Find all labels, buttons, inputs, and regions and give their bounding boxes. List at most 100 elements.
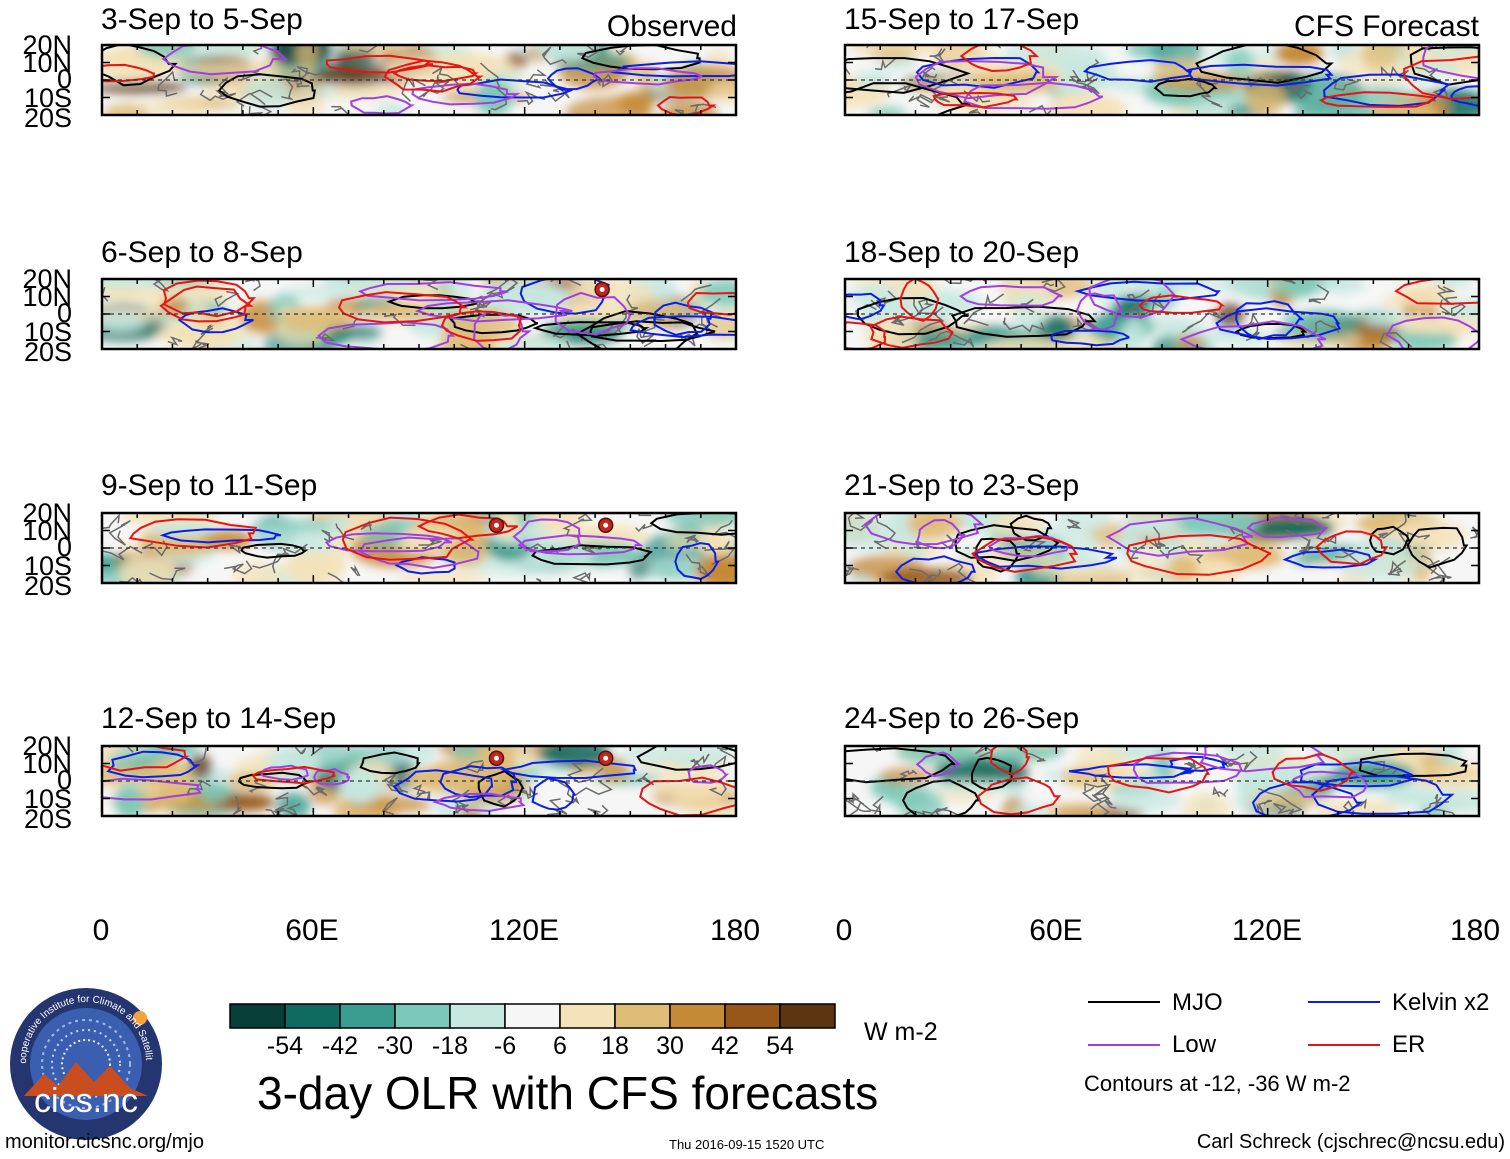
- ytick-label: 10N: [22, 281, 72, 312]
- colorbar-box: [504, 1003, 561, 1029]
- ticks: [101, 44, 737, 116]
- xtick-fcst-120e: 120E: [1231, 914, 1303, 947]
- ytick-label: 20N: [22, 498, 72, 528]
- contour-kelvin: [1235, 300, 1305, 341]
- contour-mjo: [448, 313, 539, 335]
- colorbar-label: 6: [553, 1032, 567, 1060]
- colorbar-label: 42: [711, 1032, 739, 1060]
- footer-timestamp: Thu 2016-09-15 1520 UTC: [669, 1137, 825, 1152]
- colorbar-label: 18: [601, 1032, 629, 1060]
- xtick-obs-120e: 120E: [488, 914, 560, 947]
- contour-mjo: [240, 542, 309, 559]
- contour-low: [313, 767, 351, 786]
- panel-title-fcst-4: 24-Sep to 26-Sep: [844, 702, 1080, 735]
- contour-mjo: [217, 73, 316, 108]
- contour-low: [1132, 751, 1243, 784]
- contour-mjo: [237, 771, 312, 790]
- ticks: [101, 512, 737, 584]
- cyclone-eye: [603, 522, 609, 528]
- panel-obs-2: [100, 277, 738, 351]
- contour-low: [554, 291, 633, 336]
- contour-kelvin: [1450, 85, 1479, 107]
- coastlines: [157, 45, 717, 115]
- panel-title-fcst-3: 21-Sep to 23-Sep: [844, 469, 1080, 502]
- contour-mjo: [1153, 77, 1218, 98]
- colorbar-label: -42: [321, 1032, 359, 1060]
- legend-label-er: ER: [1392, 1031, 1426, 1058]
- contour-kelvin: [499, 759, 637, 780]
- contour-low: [517, 534, 644, 556]
- contour-er: [128, 518, 258, 549]
- contour-kelvin: [392, 769, 494, 803]
- contour-kelvin: [1050, 329, 1130, 347]
- coastlines: [102, 513, 736, 583]
- contour-er: [990, 746, 1031, 776]
- colorbar-box: [669, 1003, 726, 1029]
- panel-title-obs-4: 12-Sep to 14-Sep: [101, 702, 337, 735]
- contour-er: [159, 285, 254, 323]
- contour-kelvin: [629, 315, 736, 339]
- footer-url[interactable]: monitor.cicsnc.org/mjo: [5, 1131, 204, 1153]
- contour-kelvin: [456, 78, 573, 99]
- contour-low: [915, 518, 966, 550]
- colorbar-box: [724, 1003, 781, 1029]
- contour-er: [869, 315, 954, 349]
- colorbar-units: W m-2: [864, 1018, 938, 1046]
- colorbar-label: -54: [266, 1032, 304, 1060]
- contour-kelvin: [674, 542, 720, 580]
- contour-mjo: [580, 45, 701, 71]
- panel-title-obs-2: 6-Sep to 8-Sep: [101, 236, 303, 269]
- colorbar-label: 30: [656, 1032, 684, 1060]
- contour-low: [161, 45, 289, 76]
- contour-mjo: [970, 756, 1013, 791]
- contour-er: [102, 63, 156, 83]
- xtick-fcst-0: 0: [835, 914, 853, 947]
- contour-mjo: [1369, 525, 1411, 556]
- contour-low: [411, 82, 521, 106]
- xtick-fcst-60e: 60E: [1029, 914, 1083, 947]
- contour-mjo: [102, 45, 178, 87]
- contour-low: [512, 518, 581, 553]
- contour-er: [440, 310, 523, 342]
- cyclone-eye: [493, 755, 499, 761]
- panel-obs-4: [100, 744, 738, 818]
- contour-er: [1138, 294, 1226, 314]
- contour-low: [959, 284, 1063, 307]
- contour-mjo: [856, 296, 969, 336]
- contour-kelvin: [531, 777, 577, 811]
- panel-title-obs-1: 3-Sep to 5-Sep: [101, 3, 303, 36]
- contour-er: [656, 95, 717, 115]
- contour-mjo: [532, 321, 650, 337]
- panel-fcst-2: [843, 277, 1481, 351]
- contour-er: [1271, 752, 1358, 792]
- contour-low: [432, 792, 526, 812]
- panel-fcst-4: [843, 744, 1481, 818]
- colorbar-box: [449, 1003, 506, 1029]
- figure-title: 3-day OLR with CFS forecasts: [257, 1067, 879, 1119]
- contour-low: [358, 536, 480, 570]
- contour-note: Contours at -12, -36 W m-2: [1084, 1071, 1351, 1096]
- contour-mjo: [1009, 514, 1053, 542]
- ticks: [844, 44, 1480, 116]
- observed-label: Observed: [606, 10, 737, 43]
- contour-kelvin: [1215, 307, 1342, 341]
- contour-kelvin: [546, 67, 603, 91]
- colorbar: [229, 1003, 836, 1029]
- contour-er: [162, 279, 257, 318]
- ytick-label: 0: [56, 765, 72, 795]
- panel-title-fcst-2: 18-Sep to 20-Sep: [844, 236, 1080, 269]
- ytick-label: 10N: [22, 515, 72, 546]
- contour-mjo: [386, 294, 483, 310]
- contour-mjo: [649, 513, 736, 536]
- ytick-label: 20N: [22, 731, 72, 761]
- colorbar-label: -30: [376, 1032, 414, 1060]
- contour-low: [102, 777, 202, 801]
- panel-obs-1: [100, 43, 738, 117]
- contour-kelvin: [1082, 59, 1193, 83]
- contour-low: [1199, 746, 1327, 773]
- colorbar-box: [284, 1003, 341, 1029]
- ticks: [844, 745, 1480, 817]
- contour-kelvin: [177, 307, 254, 334]
- contour-kelvin: [610, 60, 736, 78]
